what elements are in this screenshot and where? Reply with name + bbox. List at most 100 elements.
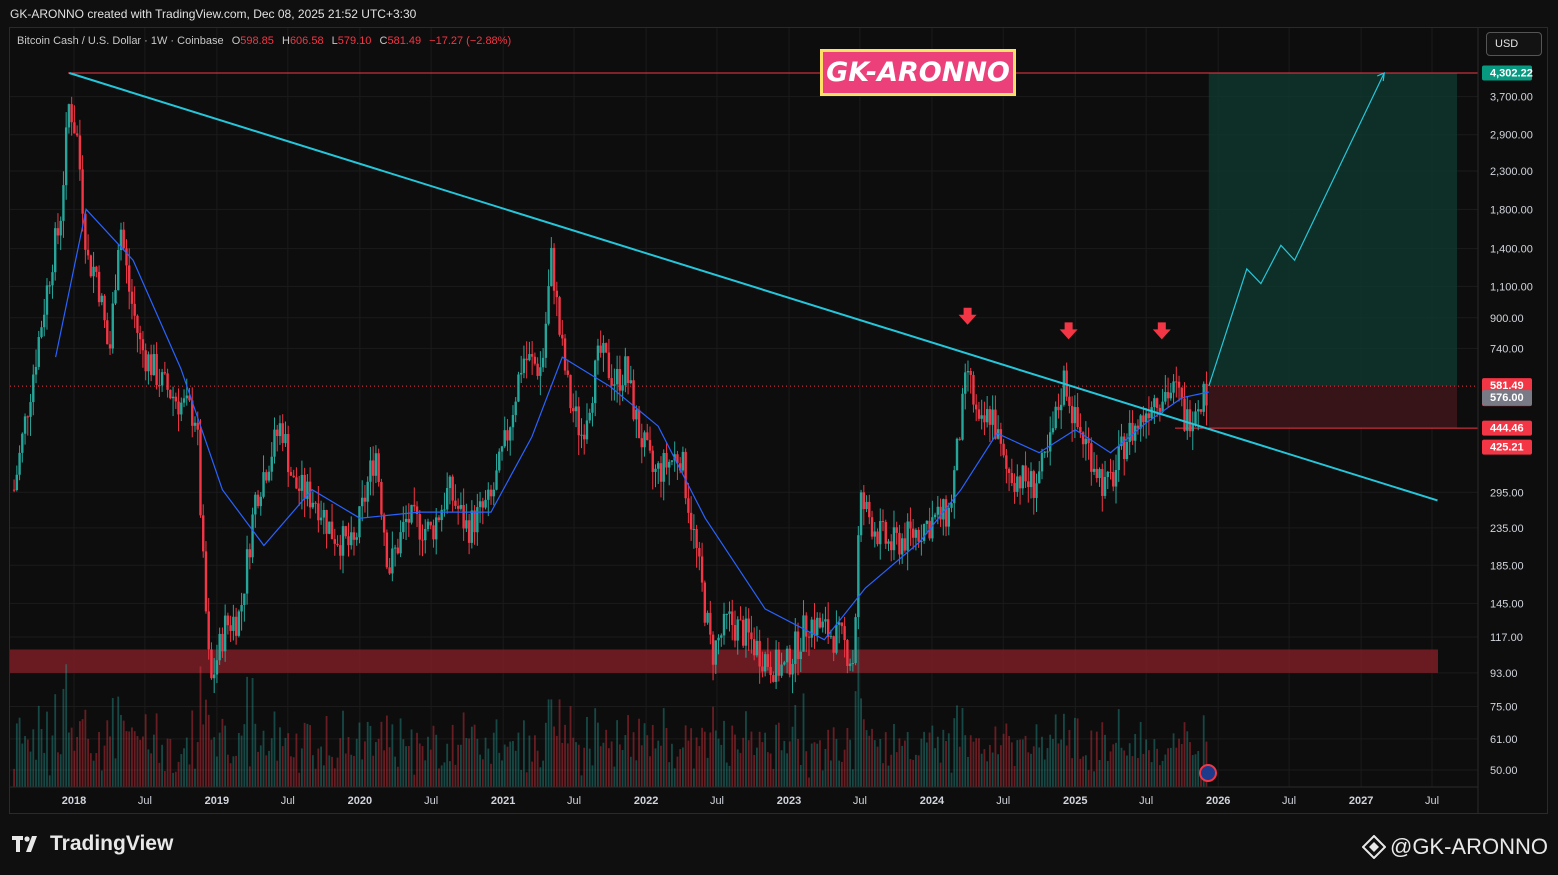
volume-bar — [235, 755, 238, 787]
candle-body — [399, 532, 402, 554]
candle-body — [454, 500, 457, 506]
volume-bar — [997, 754, 1000, 787]
candle-body — [646, 432, 649, 441]
volume-bar — [76, 736, 79, 787]
candle-body — [1018, 476, 1022, 489]
candle-body — [221, 633, 224, 652]
price-tag — [1482, 390, 1532, 406]
volume-bar — [1161, 760, 1164, 787]
volume-bar — [1082, 756, 1085, 787]
candle-body — [1043, 451, 1046, 453]
candle-body — [911, 528, 915, 538]
volume-bar — [1164, 754, 1167, 787]
volume-bar — [262, 730, 265, 787]
volume-bar — [843, 749, 846, 787]
candle-body — [1172, 381, 1175, 393]
close-value: 581.49 — [387, 35, 422, 47]
candle-body — [955, 438, 959, 471]
volume-bar — [956, 705, 958, 787]
volume-bar — [328, 755, 331, 787]
candle-body — [426, 521, 430, 530]
candle-body — [879, 521, 882, 545]
volume-bar — [385, 715, 388, 787]
candle-body — [467, 520, 471, 543]
candle-body — [961, 393, 964, 440]
volume-bar — [372, 755, 375, 787]
volume-bar — [972, 741, 975, 787]
volume-bar — [320, 746, 322, 787]
volume-bar — [1109, 751, 1112, 787]
candle-body — [635, 409, 638, 420]
author-handle[interactable]: @GK-ARONNO — [1361, 834, 1548, 860]
candle-body — [347, 536, 350, 546]
volume-bar — [303, 722, 306, 787]
candle-body — [985, 409, 989, 423]
candle-body — [506, 430, 509, 441]
candle-body — [380, 481, 383, 515]
volume-bar — [1068, 729, 1071, 787]
volume-bar — [871, 728, 873, 787]
moving-average-line — [55, 208, 1209, 641]
volume-bar — [407, 746, 410, 787]
volume-bar — [980, 753, 983, 787]
candle-body — [160, 372, 164, 386]
candle-body — [117, 250, 120, 291]
volume-bar — [797, 738, 799, 787]
volume-bar — [498, 752, 501, 787]
candle-body — [920, 540, 923, 542]
candle-body — [624, 356, 627, 386]
volume-bar — [358, 722, 361, 787]
volume-bar — [163, 771, 166, 787]
volume-bar — [553, 726, 555, 787]
candle-body — [284, 434, 287, 444]
volume-bar — [961, 708, 964, 787]
candle-body — [988, 409, 992, 425]
candle-body — [966, 371, 970, 373]
volume-bar — [745, 711, 747, 787]
candle-body — [670, 460, 674, 462]
x-tick-label: Jul — [1425, 795, 1439, 807]
candle-body — [566, 370, 569, 375]
descending-trendline — [69, 72, 1438, 502]
volume-bar — [816, 743, 819, 787]
volume-bar — [525, 772, 528, 787]
volume-bar — [1054, 714, 1057, 787]
currency-selector[interactable]: USD — [1486, 32, 1542, 56]
candle-body — [328, 521, 331, 534]
candle-body — [975, 404, 978, 410]
volume-bar — [687, 740, 690, 787]
candle-body — [840, 622, 844, 627]
candle-body — [1070, 405, 1074, 424]
tradingview-logo[interactable]: TradingView — [12, 832, 173, 856]
volume-bar — [1076, 718, 1079, 787]
open-value: 598.85 — [240, 35, 274, 47]
candle-body — [495, 470, 498, 490]
candle-body — [758, 640, 761, 667]
candle-body — [212, 674, 216, 679]
volume-bar — [391, 724, 394, 787]
candle-body — [78, 135, 82, 170]
candle-body — [1191, 425, 1194, 432]
x-tick-label: 2025 — [1063, 795, 1087, 807]
x-tick-label: 2024 — [920, 795, 945, 807]
volume-bar — [1005, 723, 1008, 787]
volume-bar — [1120, 747, 1123, 787]
volume-bar — [59, 754, 62, 787]
candle-body — [215, 660, 219, 675]
candle-body — [29, 402, 32, 417]
candle-body — [613, 384, 616, 386]
x-tick-label: 2022 — [634, 795, 658, 807]
volume-bar — [446, 743, 449, 787]
candle-body — [615, 368, 619, 385]
volume-bar — [1153, 739, 1156, 787]
candle-body — [859, 492, 863, 536]
candle-body — [604, 343, 608, 353]
candle-body — [278, 423, 282, 437]
volume-bar — [994, 726, 997, 787]
volume-bar — [1158, 765, 1161, 787]
candle-body — [947, 507, 950, 527]
volume-bar — [440, 765, 443, 787]
volume-bar — [1065, 745, 1068, 787]
candle-body — [1032, 471, 1035, 498]
